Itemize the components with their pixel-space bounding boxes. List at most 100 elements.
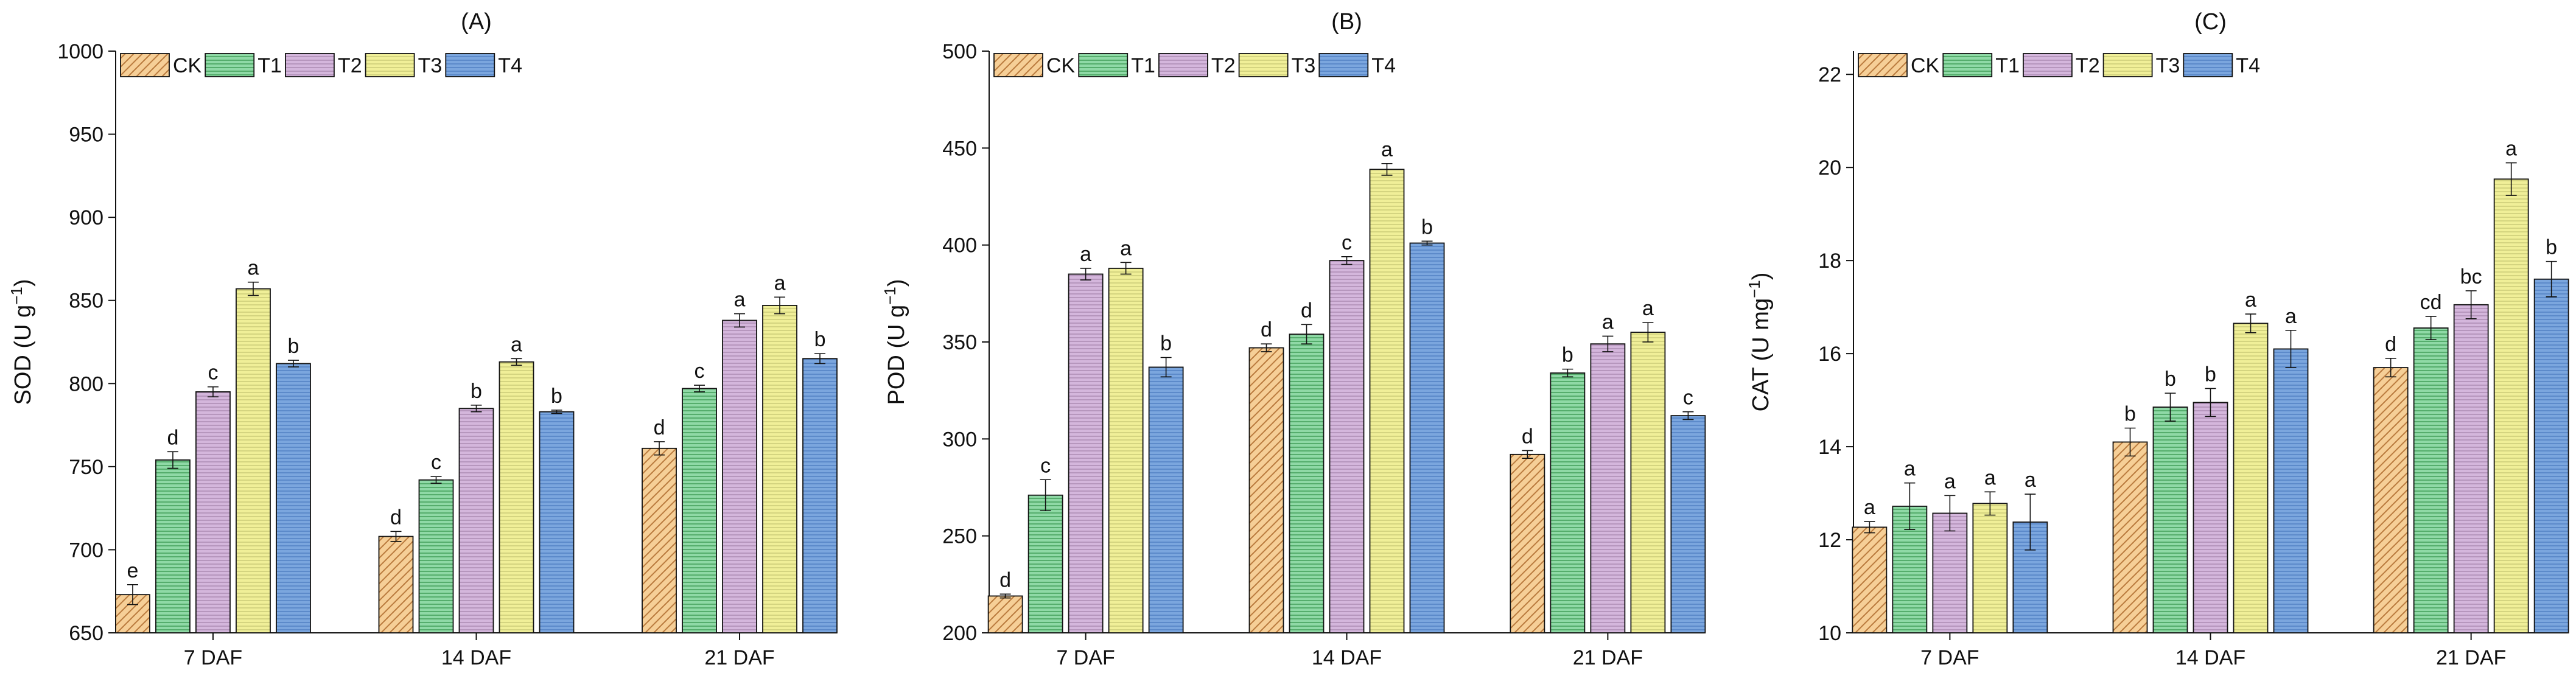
legend-swatch-t3: [2102, 53, 2153, 77]
legend-label: T4: [498, 54, 522, 77]
bar-t1: [2152, 406, 2188, 633]
significance-label: d: [1261, 318, 1272, 341]
bar-t3: [1630, 332, 1666, 633]
legend-swatch-t2: [1158, 53, 1208, 77]
bar-t1: [1027, 494, 1063, 633]
y-axis-label: CAT (U mg−1): [1745, 273, 1774, 412]
y-axis-label: SOD (U g−1): [7, 279, 36, 405]
significance-label: d: [167, 426, 179, 449]
bar-t4: [2533, 278, 2569, 633]
y-tick-label: 900: [69, 206, 103, 229]
legend-swatch-ck: [1858, 53, 1908, 77]
bar-ck: [2373, 367, 2409, 633]
significance-label: a: [734, 288, 746, 312]
significance-label: b: [2165, 368, 2176, 391]
bar-t2: [1590, 343, 1626, 633]
y-tick-label: 500: [942, 40, 977, 63]
significance-label: c: [431, 451, 441, 474]
x-tick-label: 7 DAF: [184, 646, 242, 669]
legend-label: T3: [418, 54, 443, 77]
legend-label: T1: [1995, 54, 2020, 77]
x-tick-label: 7 DAF: [1920, 646, 1979, 669]
significance-label: d: [999, 568, 1011, 591]
x-tick-label: 14 DAF: [1312, 646, 1382, 669]
x-tick-label: 21 DAF: [704, 646, 774, 669]
y-tick-label: 20: [1818, 156, 1841, 180]
y-tick-label: 750: [69, 456, 103, 479]
y-tick-label: 14: [1818, 436, 1841, 459]
bar-t2: [195, 391, 231, 633]
chart-title: (B): [1331, 9, 1362, 35]
significance-label: a: [1904, 458, 1916, 481]
bar-t3: [236, 288, 271, 633]
significance-label: d: [2385, 333, 2396, 356]
y-tick-label: 850: [69, 290, 103, 313]
bar-t4: [1409, 242, 1445, 633]
legend-label: CK: [1046, 54, 1076, 77]
y-tick-label: 950: [69, 124, 103, 147]
bar-t4: [802, 358, 838, 633]
significance-label: b: [814, 328, 826, 351]
bar-t3: [2493, 178, 2529, 633]
bar-t1: [682, 388, 717, 633]
legend-swatch-t3: [1238, 53, 1289, 77]
bar-t3: [1369, 169, 1405, 633]
legend-swatch-ck: [993, 53, 1043, 77]
chart-title: (C): [2194, 9, 2227, 35]
bar-t4: [2273, 348, 2309, 633]
legend-label: T2: [1211, 54, 1236, 77]
legend-swatch-ck: [120, 53, 170, 77]
legend-label: T1: [1131, 54, 1155, 77]
bar-t2: [1329, 260, 1365, 633]
y-tick-label: 200: [942, 622, 977, 645]
bar-ck: [1510, 453, 1545, 633]
significance-label: b: [2124, 402, 2136, 425]
y-tick-label: 350: [942, 331, 977, 354]
legend-swatch-t2: [2023, 53, 2073, 77]
panel-sod: (A) 650 700 750 800 850 900 950 1000 SOD (U g−1) 7…: [7, 9, 838, 669]
bar-t4: [1670, 415, 1706, 633]
significance-label: a: [2505, 138, 2517, 161]
bar-t2: [2453, 304, 2489, 633]
x-tick-label: 21 DAF: [1573, 646, 1643, 669]
legend-label: T4: [1371, 54, 1396, 77]
legend-label: T1: [257, 54, 282, 77]
bar-ck: [1852, 526, 1888, 633]
significance-label: a: [1080, 243, 1091, 266]
legend-label: T2: [2076, 54, 2100, 77]
legend-swatch-t1: [1942, 53, 1993, 77]
bar-t3: [2233, 323, 2269, 633]
significance-label: c: [695, 360, 705, 383]
bar-t1: [2413, 327, 2449, 633]
significance-label: e: [127, 559, 139, 582]
significance-label: a: [1864, 496, 1875, 519]
x-tick-label: 21 DAF: [2436, 646, 2506, 669]
legend-label: CK: [1911, 54, 1940, 77]
legend-swatch-t3: [365, 53, 415, 77]
bar-t2: [722, 319, 757, 633]
legend-swatch-t1: [1078, 53, 1129, 77]
panel-pod: (B) 200 250 300 350 400 450 500 POD (U g−1) 7 DAF…: [881, 9, 1706, 669]
significance-label: d: [654, 416, 665, 439]
significance-label: b: [551, 385, 562, 408]
significance-label: a: [1642, 297, 1654, 320]
legend-swatch-t1: [205, 53, 255, 77]
chart-title: (A): [461, 9, 492, 35]
bar-t1: [418, 479, 454, 633]
y-tick-label: 700: [69, 539, 103, 562]
significance-label: bc: [2460, 265, 2482, 288]
y-tick-label: 22: [1818, 63, 1841, 86]
bar-t2: [458, 408, 494, 633]
significance-label: a: [511, 333, 522, 356]
significance-label: a: [1984, 466, 1996, 489]
bar-t4: [539, 411, 575, 633]
panel-cat: (C) 10 12 14 16 18 20 22 CAT (U mg−1) 7 DAF a a a a a 1…: [1745, 9, 2569, 669]
significance-label: b: [1160, 332, 1172, 355]
bar-ck: [987, 595, 1023, 633]
significance-label: cd: [2420, 291, 2442, 314]
y-tick-label: 18: [1818, 249, 1841, 273]
bar-ck: [642, 447, 677, 633]
y-tick-label: 800: [69, 372, 103, 396]
significance-label: b: [288, 335, 299, 358]
y-tick-label: 300: [942, 428, 977, 451]
